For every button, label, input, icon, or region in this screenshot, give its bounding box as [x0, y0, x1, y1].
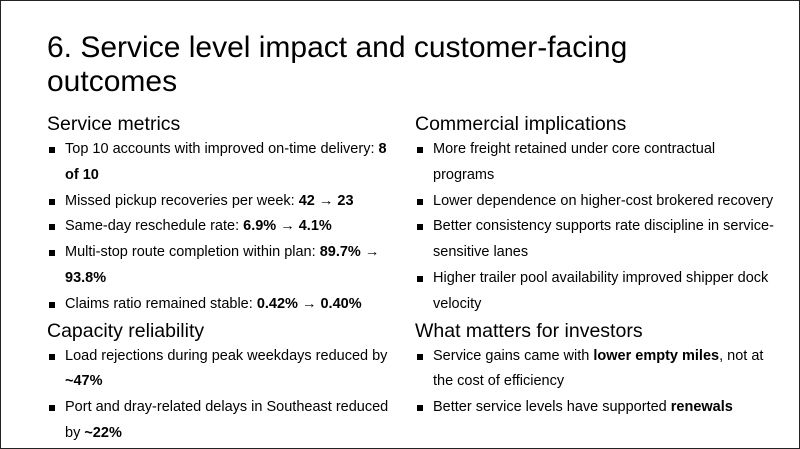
bullet: Better consistency supports rate discipl…	[415, 214, 780, 266]
text: Load rejections during peak weekdays red…	[65, 347, 388, 364]
text: Better service levels have supported	[433, 399, 671, 416]
bold-text: 89.7% → 93.8%	[65, 244, 380, 286]
section-heading: Service metrics	[47, 113, 181, 135]
text: Top 10 accounts with improved on-time de…	[65, 141, 379, 157]
text: Claims ratio remained stable:	[65, 295, 257, 312]
bullet: Higher trailer pool availability improve…	[415, 266, 780, 318]
bullet: Better service levels have supported ren…	[415, 395, 780, 421]
text: Multi-stop route completion within plan:	[65, 244, 320, 261]
bullet: Load rejections during peak weekdays red…	[47, 344, 392, 396]
text: Better consistency supports rate discipl…	[433, 218, 774, 261]
bold-text: ~47%	[65, 373, 103, 390]
bold-text: ~22%	[84, 424, 122, 441]
text: More freight retained under core contrac…	[433, 141, 716, 183]
right-column: Commercial implications More freight reta…	[415, 111, 780, 421]
text: Lower dependence on higher-cost brokered…	[433, 192, 774, 209]
bold-text: 42 → 23	[298, 192, 354, 209]
bullet: Top 10 accounts with improved on-time de…	[47, 137, 392, 189]
bold-text: 8 of 10	[65, 141, 387, 183]
bullet: Multi-stop route completion within plan:…	[47, 240, 392, 292]
bold-text: 0.42% → 0.40%	[256, 295, 362, 312]
section-heading: Capacity reliability	[47, 319, 205, 342]
section-heading: What matters for investors	[415, 319, 643, 342]
bullet: Lower dependence on higher-cost brokered…	[415, 189, 780, 215]
section-heading: Commercial implications	[415, 113, 627, 135]
bullet: Claims ratio remained stable: 0.42% → 0.…	[47, 292, 392, 318]
left-column: Service metrics Top 10 accounts with impr…	[47, 111, 392, 447]
text: Missed pickup recoveries per week:	[65, 192, 299, 209]
text: Same-day reschedule rate:	[65, 218, 244, 235]
slide-title: 6. Service level impact and customer-fac…	[47, 31, 628, 98]
bullet: Port and dray-related delays in Southeas…	[47, 395, 392, 447]
text: Service gains came with	[433, 347, 594, 364]
bullet: Service gains came with lower empty mile…	[415, 344, 780, 396]
bullet: Missed pickup recoveries per week: 42 → …	[47, 189, 392, 215]
text: Port and dray-related delays in Southeas…	[65, 399, 389, 441]
text: , not at the cost of efficiency	[433, 347, 764, 390]
bold-text: lower empty miles	[593, 347, 720, 364]
bullet: More freight retained under core contrac…	[415, 137, 780, 189]
bold-text: renewals	[670, 399, 733, 416]
bullet: Same-day reschedule rate: 6.9% → 4.1%	[47, 214, 392, 240]
text: Higher trailer pool availability improve…	[433, 269, 769, 312]
bold-text: 6.9% → 4.1%	[243, 218, 332, 235]
